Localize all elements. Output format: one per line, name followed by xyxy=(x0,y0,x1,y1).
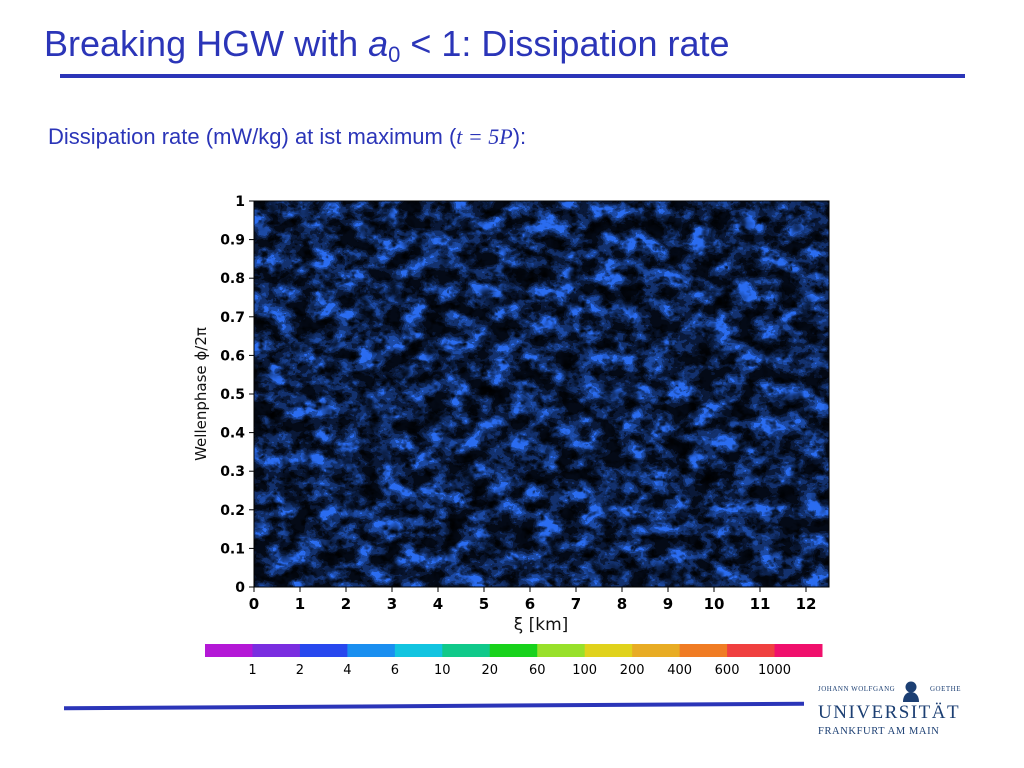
colorbar: 1 2 4 6 10 20 60 100 200 400 600 1000 xyxy=(205,644,823,678)
colorbar-label: 1 xyxy=(248,663,256,678)
y-axis-label: Wellenphase ϕ/2π xyxy=(192,327,210,461)
colorbar-swatch xyxy=(584,644,633,657)
x-tick-label: 9 xyxy=(663,595,673,613)
colorbar-label: 100 xyxy=(572,663,597,678)
x-tick-label: 3 xyxy=(387,595,397,613)
subtitle: Dissipation rate (mW/kg) at ist maximum … xyxy=(48,124,526,150)
logo-line3: FRANKFURT AM MAIN xyxy=(818,726,940,737)
colorbar-swatch xyxy=(489,644,538,657)
logo-line2: UNIVERSITÄT xyxy=(818,702,961,723)
y-tick-label: 0.9 xyxy=(220,233,245,249)
y-tick-label: 0.5 xyxy=(220,387,245,403)
y-tick-label: 1 xyxy=(235,194,245,210)
logo-line1-right: GOETHE xyxy=(930,685,961,693)
x-tick-label: 5 xyxy=(479,595,489,613)
colorbar-swatch xyxy=(299,644,348,657)
slide-title: Breaking HGW with a0 < 1: Dissipation ra… xyxy=(44,22,730,77)
y-tick-label: 0 xyxy=(235,580,245,596)
university-logo: JOHANN WOLFGANG GOETHE UNIVERSITÄT FRANK… xyxy=(812,680,962,740)
colorbar-swatch xyxy=(632,644,681,657)
title-subscript: 0 xyxy=(388,42,401,67)
colorbar-label: 60 xyxy=(529,663,546,678)
y-tick-label: 0.7 xyxy=(220,310,245,326)
x-tick-label: 6 xyxy=(525,595,535,613)
colorbar-label: 20 xyxy=(481,663,498,678)
colorbar-swatch xyxy=(205,644,253,657)
y-tick-label: 0.4 xyxy=(220,426,245,442)
colorbar-label: 10 xyxy=(434,663,451,678)
footer-rule xyxy=(63,701,805,711)
x-tick-label: 0 xyxy=(249,595,259,613)
x-tick-label: 2 xyxy=(341,595,351,613)
subtitle-suffix: ): xyxy=(512,124,527,149)
colorbar-label: 2 xyxy=(296,663,304,678)
subtitle-prefix: Dissipation rate (mW/kg) at ist maximum … xyxy=(48,124,457,149)
title-prefix: Breaking HGW with xyxy=(44,23,369,64)
colorbar-swatch xyxy=(537,644,586,657)
colorbar-swatch xyxy=(774,644,823,657)
colorbar-swatch xyxy=(252,644,301,657)
x-tick-label: 10 xyxy=(704,595,725,613)
colorbar-label: 1000 xyxy=(758,663,791,678)
dissipation-plot: 0 1 2 3 4 5 6 7 8 9 10 11 1200.10.20.30.40.50.60.70.… xyxy=(192,194,830,678)
subtitle-math: t = 5P xyxy=(456,124,513,149)
colorbar-label: 200 xyxy=(620,663,645,678)
colorbar-label: 4 xyxy=(343,663,351,678)
title-variable: a xyxy=(368,23,389,64)
plot-field xyxy=(253,200,830,588)
x-tick-label: 7 xyxy=(571,595,581,613)
x-tick-label: 4 xyxy=(433,595,443,613)
y-tick-label: 0.1 xyxy=(220,541,245,557)
dissipation-figure: 0 1 2 3 4 5 6 7 8 9 10 11 12 0 0.1 0.2 0.3 0.4 0.5 0.6 0.7 0.… xyxy=(180,185,840,690)
colorbar-label: 400 xyxy=(667,663,692,678)
x-axis-label: ξ [km] xyxy=(514,615,569,635)
title-suffix: < 1: Dissipation rate xyxy=(400,23,730,64)
y-tick-label: 0.2 xyxy=(220,503,245,519)
colorbar-swatch xyxy=(442,644,491,657)
x-tick-label: 11 xyxy=(750,595,771,613)
y-tick-label: 0.8 xyxy=(220,271,245,287)
title-rule xyxy=(60,74,965,78)
y-tick-label: 0.6 xyxy=(220,348,245,364)
x-tick-label: 12 xyxy=(796,595,817,613)
plot-axes: 0 1 2 3 4 5 6 7 8 9 10 11 1200.10.20.30.40.50.60.70.… xyxy=(220,194,816,613)
colorbar-swatch xyxy=(347,644,396,657)
x-tick-label: 1 xyxy=(295,595,305,613)
colorbar-swatch xyxy=(679,644,728,657)
colorbar-label: 6 xyxy=(391,663,399,678)
x-tick-label: 8 xyxy=(617,595,627,613)
colorbar-swatch xyxy=(727,644,776,657)
goethe-bust-icon xyxy=(903,681,919,702)
logo-line1-left: JOHANN WOLFGANG xyxy=(818,685,896,693)
colorbar-label: 600 xyxy=(715,663,740,678)
colorbar-swatch xyxy=(394,644,443,657)
y-tick-label: 0.3 xyxy=(220,464,245,480)
